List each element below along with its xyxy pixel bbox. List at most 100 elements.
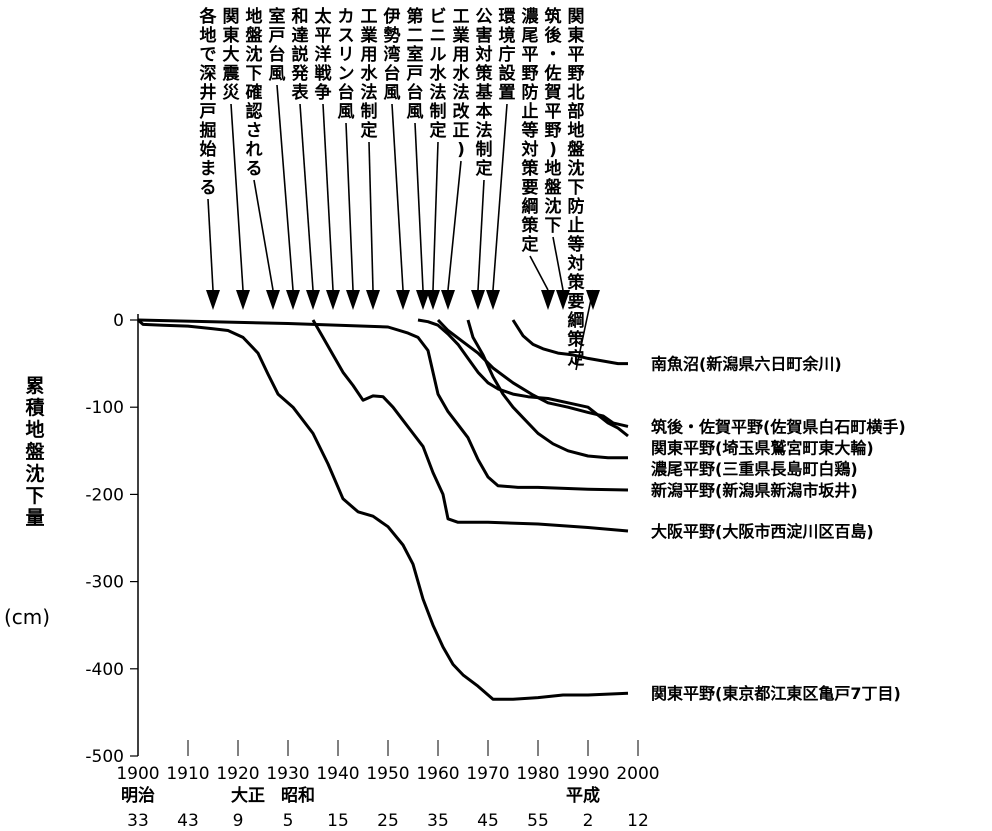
event-char: 策 [522, 215, 540, 236]
event-char: 地 [246, 6, 263, 27]
event-char: 等 [522, 120, 539, 141]
event-arrow-head [236, 290, 250, 310]
event-char: 策 [522, 158, 540, 179]
event-arrow-line [432, 141, 439, 291]
event-arrow-head [266, 290, 280, 310]
era-label: 大正 [231, 785, 265, 806]
event-char: 制 [476, 139, 493, 160]
event-char: 後 [545, 25, 563, 46]
series-label: 南魚沼(新潟県六日町余川) [651, 355, 842, 374]
x-tick-label: 1900 [116, 764, 159, 784]
event-char: 台 [269, 44, 286, 65]
event-arrow-head [286, 290, 300, 310]
event-char: 認 [246, 101, 263, 122]
event-char: 湾 [384, 44, 401, 65]
event-char: 洋 [315, 44, 332, 65]
event-char: 東 [223, 25, 240, 46]
y-axis-title: 累積地盤沈下量 [25, 375, 45, 529]
event-char: 沈 [246, 44, 263, 65]
event-arrow-head [541, 290, 555, 310]
y-tick-label: -400 [85, 660, 124, 680]
event-char: 各 [199, 6, 218, 27]
event-char: 戦 [315, 63, 333, 84]
era-year-label: 33 [127, 811, 149, 831]
event-char: 防 [522, 82, 539, 103]
event-arrow-line [299, 103, 314, 291]
event-char: 戸 [269, 26, 286, 46]
era-label: 平成 [566, 785, 600, 806]
event-arrow-head [396, 290, 410, 310]
event-char: 地 [568, 120, 585, 141]
event-char: ・ [545, 45, 562, 65]
event-char: ル [430, 45, 447, 65]
event-char: 関 [568, 7, 585, 27]
event-char: 賀 [544, 83, 562, 103]
event-char: リ [338, 45, 355, 65]
event-char: 要 [568, 292, 585, 312]
event-char: 沈 [545, 196, 562, 217]
event-char: 平 [545, 102, 562, 122]
event-char: ま [200, 159, 217, 179]
event-arrow-line [368, 141, 374, 291]
event-arrow-head [366, 290, 380, 310]
event-char: 綱 [568, 310, 585, 331]
event-char: 庁 [499, 44, 516, 65]
event-char: 第 [407, 6, 424, 27]
event-char: 地 [200, 25, 217, 46]
series-label: 濃尾平野(三重県長島町白鶏) [651, 459, 858, 478]
event-arrow-line [529, 255, 549, 291]
event-char: 野 [545, 121, 562, 141]
event-arrow-line [447, 160, 462, 291]
event-char: ス [338, 26, 355, 46]
event-char: 用 [453, 45, 470, 65]
event-char: 法 [430, 82, 447, 103]
event-arrow-head [306, 290, 320, 310]
event-char: 風 [269, 64, 286, 84]
x-tick-label: 1930 [266, 764, 309, 784]
event-char: 制 [430, 101, 447, 122]
event-char: 業 [453, 25, 470, 46]
event-char: 風 [384, 83, 401, 103]
event-char: 和 [292, 7, 309, 27]
event-char: 定 [522, 234, 539, 255]
event-char: 尾 [522, 26, 539, 46]
event-char: 筑 [545, 6, 562, 27]
event-char: 置 [499, 83, 516, 103]
x-tick-label: 1950 [366, 764, 409, 784]
event-char: 改 [453, 101, 471, 122]
event-char: 表 [292, 82, 310, 103]
event-char: 定 [476, 158, 493, 179]
event-char: 平 [315, 26, 332, 46]
era-year-label: 12 [627, 811, 649, 831]
event-char: 設 [499, 63, 517, 84]
event-char: 地 [545, 158, 562, 179]
event-char: 台 [407, 82, 424, 103]
series-label: 筑後・佐賀平野(佐賀県白石町横手) [651, 417, 906, 436]
event-char: る [246, 159, 263, 179]
event-char: 工 [453, 7, 470, 27]
event-char: 井 [200, 82, 217, 103]
event-char: 止 [568, 215, 585, 236]
event-char: 等 [568, 234, 585, 255]
x-tick-label: 1920 [216, 764, 259, 784]
event-char: 平 [522, 45, 539, 65]
event-char: 野 [522, 64, 539, 84]
x-tick-label: 1910 [166, 764, 209, 784]
event-char: 戸 [200, 102, 217, 122]
era-label: 昭和 [281, 786, 315, 806]
series-line [311, 319, 629, 533]
event-arrow-line [552, 236, 564, 291]
event-char: 室 [407, 44, 424, 65]
event-char: 大 [223, 44, 240, 65]
event-char: 境 [499, 25, 516, 46]
event-char: 台 [384, 63, 401, 84]
x-tick-label: 1960 [416, 764, 459, 784]
